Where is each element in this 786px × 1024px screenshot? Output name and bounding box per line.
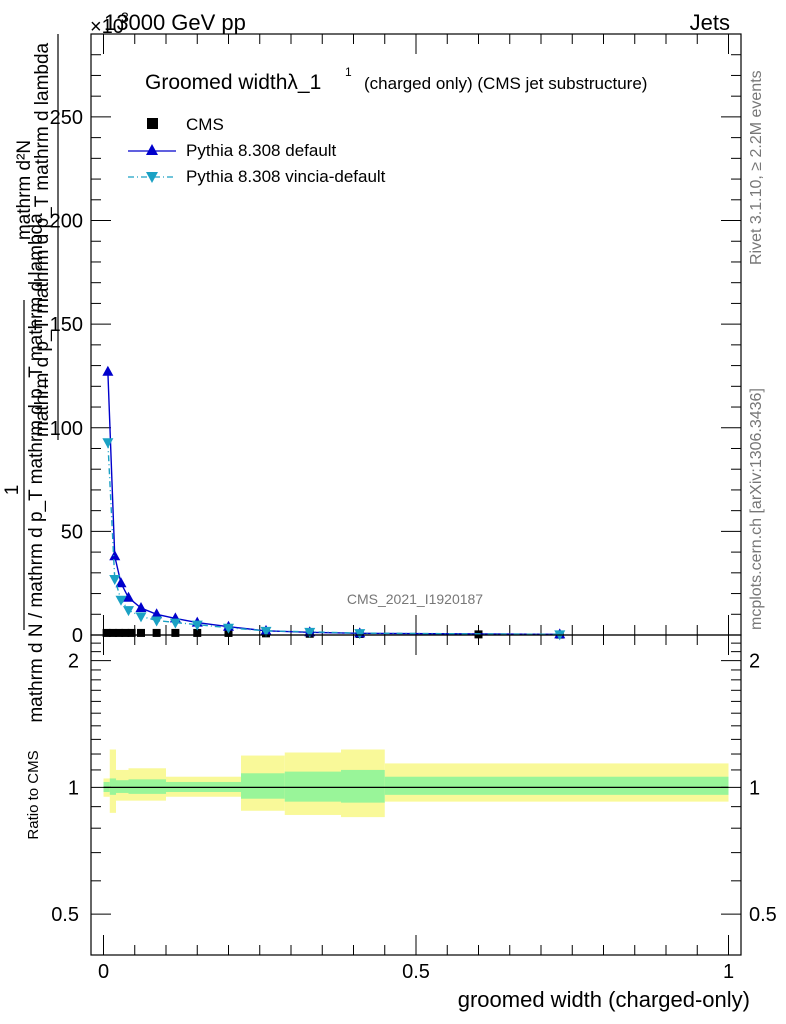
x-tick-label: 1 [723, 961, 734, 983]
cms-data-point [127, 628, 136, 637]
y-tick-label: 250 [50, 107, 83, 129]
ratio-inner-band [241, 773, 285, 799]
legend-vincia-marker [146, 172, 158, 183]
ratio-y-tick-label: 0.5 [51, 904, 79, 926]
pythia-default-point [109, 550, 121, 561]
y-label-one: 1 [2, 485, 23, 496]
legend-vincia-label: Pythia 8.308 vincia-default [186, 167, 386, 186]
ratio-y-tick-label: 2 [68, 651, 79, 673]
ratio-y-tick-label-right: 2 [749, 651, 760, 673]
main-plot-marks [102, 365, 566, 641]
mcplots-label: mcplots.cern.ch [arXiv:1306.3436] [748, 388, 765, 630]
pythia-vincia-point [191, 620, 203, 631]
pythia-vincia-line [107, 442, 560, 636]
pythia-vincia-point [135, 612, 147, 623]
ratio-bands [103, 749, 729, 818]
pythia-default-point [123, 591, 134, 602]
pythia-vincia-point [354, 629, 366, 640]
beam-label: 13000 GeV pp [104, 10, 246, 35]
cms-data-point [102, 628, 111, 637]
ratio-inner-band [284, 771, 341, 802]
x-tick-label: 0 [98, 961, 109, 983]
pythia-default-point [102, 365, 114, 376]
y-exponent-prefix: ×10 [90, 16, 124, 38]
analysis-label: CMS_2021_I1920187 [347, 591, 483, 607]
y-label-denominator: mathrm d p_T mathrm d p_T mathrm d lambd… [32, 42, 53, 437]
ratio-y-tick-label-right: 0.5 [749, 904, 777, 926]
legend-cms-marker [147, 118, 158, 129]
cms-data-point [115, 628, 124, 637]
y-exponent: 3 [121, 9, 129, 25]
ratio-inner-band [109, 778, 116, 795]
legend: CMS Pythia 8.308 default Pythia 8.308 vi… [128, 115, 386, 186]
y-tick-label: 100 [50, 418, 83, 440]
pythia-default-point [115, 577, 127, 588]
pythia-vincia-point [169, 618, 181, 629]
ratio-inner-band [128, 779, 166, 794]
y-tick-label: 150 [50, 314, 83, 336]
pythia-vincia-point [260, 626, 272, 637]
cms-data-point [108, 628, 117, 637]
pythia-default-point [151, 608, 163, 619]
pythia-default-line [107, 371, 560, 636]
plot-title-suffix: (charged only) (CMS jet substructure) [364, 74, 647, 93]
plot-title-superscript: 1 [345, 65, 352, 79]
process-label: Jets [690, 10, 730, 35]
pythia-vincia-point [123, 606, 134, 617]
x-axis-label: groomed width (charged-only) [458, 987, 750, 1012]
ratio-inner-band [116, 780, 129, 793]
pythia-default-point [135, 602, 147, 613]
cms-data-point [121, 628, 130, 637]
ratio-inner-band [384, 776, 729, 795]
x-tick-label: 0.5 [402, 961, 430, 983]
pythia-vincia-point [304, 627, 316, 638]
cms-data-point [171, 628, 180, 637]
pythia-vincia-point [102, 438, 114, 449]
legend-cms-label: CMS [186, 115, 224, 134]
legend-default-marker [146, 144, 158, 155]
ratio-plot-frame: 0.5 0.5 1 1 2 2 0 0.5 1 [51, 634, 777, 983]
ratio-y-label: Ratio to CMS [25, 750, 42, 839]
ratio-inner-band [341, 769, 385, 803]
legend-default-label: Pythia 8.308 default [186, 141, 337, 160]
ratio-y-tick-label: 1 [68, 777, 79, 799]
y-label-numerator: mathrm d²N [14, 140, 35, 240]
y-label-bottom: mathrm d N / mathrm d p_T mathrm d p_T m… [26, 213, 47, 723]
y-tick-label: 50 [61, 521, 83, 543]
cms-data-point [152, 628, 161, 637]
cms-data-point [137, 628, 145, 637]
y-tick-label: 0 [72, 625, 83, 647]
cms-data-point [193, 628, 202, 637]
rivet-label: Rivet 3.1.10, ≥ 2.2M events [748, 70, 765, 265]
pythia-vincia-point [151, 616, 163, 627]
main-y-axis-label: mathrm d²N mathrm d p_T mathrm d p_T mat… [2, 34, 59, 723]
plot-title: Groomed widthλ_1 [145, 71, 321, 94]
ratio-y-tick-label-right: 1 [749, 777, 760, 799]
pythia-vincia-point [115, 595, 127, 606]
pythia-vincia-point [109, 575, 121, 586]
y-tick-label: 200 [50, 211, 83, 233]
pythia-vincia-point [223, 623, 234, 634]
